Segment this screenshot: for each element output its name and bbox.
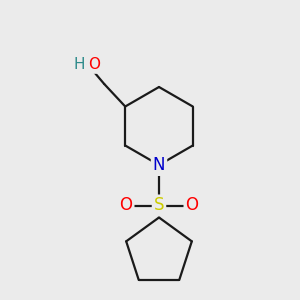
Text: S: S	[154, 196, 164, 214]
Text: O: O	[119, 196, 133, 214]
Text: N: N	[153, 156, 165, 174]
Text: O: O	[185, 196, 199, 214]
Text: H: H	[74, 57, 85, 72]
Text: O: O	[88, 57, 100, 72]
